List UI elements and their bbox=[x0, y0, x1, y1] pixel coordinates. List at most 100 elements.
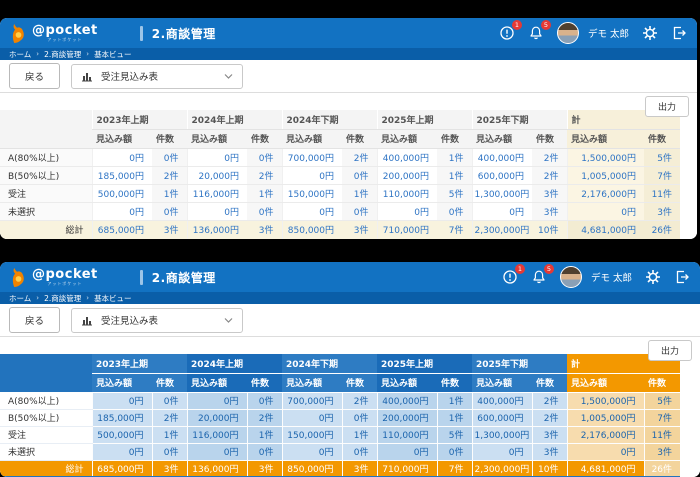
bar-chart-icon bbox=[82, 73, 93, 82]
count-cell: 0件 bbox=[246, 443, 282, 461]
count-cell: 10件 bbox=[531, 460, 567, 477]
count-subheader: 件数 bbox=[644, 129, 681, 149]
view-select-dropdown[interactable]: 受注見込み表 bbox=[71, 307, 244, 333]
app-logo[interactable]: @pocket アットポケット bbox=[10, 23, 98, 44]
table-row: A(80%以上) 0円 0件 0円 0件 700,000円 2件 400,000円 1件 400,… bbox=[0, 392, 681, 410]
count-cell: 1件 bbox=[437, 148, 472, 167]
amount-subheader: 見込み額 bbox=[282, 129, 342, 149]
amount-cell: 2,176,000円 bbox=[566, 426, 644, 444]
period-column-header: 2023年上期 bbox=[91, 110, 187, 130]
logout-icon bbox=[676, 270, 689, 284]
period-column-header: 2023年上期 bbox=[92, 354, 187, 374]
amount-cell: 0円 bbox=[186, 443, 247, 461]
amount-subheader: 見込み額 bbox=[187, 129, 247, 149]
table-row: B(50%以上) 185,000円 2件 20,000円 2件 0円 0件 200,000円 1… bbox=[0, 166, 681, 185]
user-avatar[interactable] bbox=[556, 22, 579, 44]
table-corner-cell bbox=[0, 110, 92, 149]
breadcrumb-separator: › bbox=[36, 50, 40, 58]
count-cell: 0件 bbox=[341, 443, 377, 461]
export-button[interactable]: 出力 bbox=[647, 340, 692, 361]
count-cell: 3件 bbox=[532, 202, 567, 221]
count-cell: 1件 bbox=[246, 426, 282, 444]
count-subheader: 件数 bbox=[342, 373, 377, 393]
amount-cell: 400,000円 bbox=[376, 392, 437, 410]
back-button[interactable]: 戻る bbox=[9, 63, 61, 89]
view-content: 出力 2023年上期 2024年上期 2024年下期 2025年上期 2025年下期計見… bbox=[0, 337, 700, 477]
amount-cell: 710,000円 bbox=[376, 220, 437, 239]
breadcrumb-view[interactable]: 基本ビュー bbox=[94, 49, 132, 59]
forecast-table: 2023年上期 2024年上期 2024年下期 2025年上期 2025年下期計見込み額… bbox=[0, 110, 681, 239]
logout-button[interactable] bbox=[671, 25, 687, 41]
count-subheader: 件数 bbox=[247, 129, 282, 149]
count-cell: 5件 bbox=[436, 426, 472, 444]
amount-cell: 0円 bbox=[91, 148, 152, 167]
count-cell: 3件 bbox=[247, 220, 282, 239]
amount-cell: 4,681,000円 bbox=[566, 220, 644, 239]
count-cell: 5件 bbox=[437, 184, 472, 203]
bell-icon bbox=[530, 26, 542, 40]
row-label: 受注 bbox=[0, 184, 92, 203]
forecast-table: 2023年上期 2024年上期 2024年下期 2025年上期 2025年下期計見込み額… bbox=[0, 354, 681, 477]
amount-cell: 0円 bbox=[91, 202, 152, 221]
notifications-button[interactable]: 5 bbox=[528, 20, 551, 41]
breadcrumb-home[interactable]: ホーム bbox=[9, 293, 32, 303]
count-cell: 3件 bbox=[643, 443, 681, 461]
app-logo[interactable]: @pocket アットポケット bbox=[10, 267, 98, 288]
settings-button[interactable] bbox=[645, 269, 661, 285]
breadcrumb-separator: › bbox=[86, 294, 90, 302]
period-column-header: 2025年上期 bbox=[377, 354, 472, 374]
amount-cell: 0円 bbox=[186, 202, 247, 221]
amount-cell: 685,000円 bbox=[91, 460, 152, 477]
user-avatar[interactable] bbox=[559, 266, 582, 288]
notifications-button[interactable]: 5 bbox=[531, 264, 554, 285]
notice-button[interactable]: 1 bbox=[499, 20, 522, 41]
amount-subheader: 見込み額 bbox=[567, 129, 644, 149]
amount-cell: 1,300,000円 bbox=[471, 184, 532, 203]
logout-icon bbox=[673, 26, 686, 40]
period-column-header: 2024年下期 bbox=[281, 110, 377, 130]
bar-chart-icon bbox=[82, 317, 93, 326]
amount-cell: 850,000円 bbox=[281, 220, 342, 239]
amount-cell: 710,000円 bbox=[376, 460, 437, 477]
amount-cell: 185,000円 bbox=[91, 166, 152, 185]
app-bar: @pocket アットポケット 2.商談管理 1 bbox=[0, 262, 700, 292]
breadcrumb-home[interactable]: ホーム bbox=[9, 49, 32, 59]
view-select-dropdown[interactable]: 受注見込み表 bbox=[71, 63, 244, 89]
count-subheader: 件数 bbox=[247, 373, 282, 393]
count-cell: 0件 bbox=[341, 409, 377, 427]
breadcrumb-view[interactable]: 基本ビュー bbox=[94, 293, 132, 303]
amount-cell: 136,000円 bbox=[186, 460, 247, 477]
logout-button[interactable] bbox=[674, 269, 690, 285]
notice-badge: 1 bbox=[514, 264, 525, 274]
view-select-value: 受注見込み表 bbox=[101, 316, 159, 327]
back-button[interactable]: 戻る bbox=[9, 307, 61, 333]
table-row: B(50%以上) 185,000円 2件 20,000円 2件 0円 0件 200,000円 1… bbox=[0, 409, 681, 427]
chevron-down-icon bbox=[224, 73, 233, 80]
period-column-header: 2025年上期 bbox=[376, 110, 472, 130]
amount-cell: 685,000円 bbox=[91, 220, 152, 239]
amount-cell: 400,000円 bbox=[471, 392, 532, 410]
count-cell: 3件 bbox=[342, 220, 377, 239]
count-cell: 11件 bbox=[643, 426, 681, 444]
breadcrumb-app[interactable]: 2.商談管理 bbox=[44, 293, 82, 303]
export-button[interactable]: 出力 bbox=[644, 96, 689, 117]
count-cell: 26件 bbox=[643, 460, 681, 477]
count-cell: 5件 bbox=[644, 148, 681, 167]
alert-circle-icon bbox=[503, 270, 517, 284]
screenshot-light-theme: @pocket アットポケット 2.商談管理 1 bbox=[0, 18, 697, 239]
amount-cell: 1,300,000円 bbox=[471, 426, 532, 444]
count-cell: 2件 bbox=[341, 392, 377, 410]
count-cell: 3件 bbox=[151, 460, 187, 477]
amount-cell: 0円 bbox=[281, 166, 342, 185]
title-separator bbox=[139, 25, 143, 41]
amount-subheader: 見込み額 bbox=[92, 129, 152, 149]
amount-cell: 0円 bbox=[376, 443, 437, 461]
breadcrumb-app[interactable]: 2.商談管理 bbox=[44, 49, 82, 59]
amount-cell: 1,005,000円 bbox=[566, 409, 644, 427]
count-cell: 2件 bbox=[151, 409, 187, 427]
notice-button[interactable]: 1 bbox=[502, 264, 525, 285]
settings-button[interactable] bbox=[642, 25, 658, 41]
table-row: 受注 500,000円 1件 116,000円 1件 150,000円 1件 110,000円… bbox=[0, 426, 681, 444]
amount-cell: 150,000円 bbox=[281, 184, 342, 203]
count-cell: 2件 bbox=[246, 409, 282, 427]
